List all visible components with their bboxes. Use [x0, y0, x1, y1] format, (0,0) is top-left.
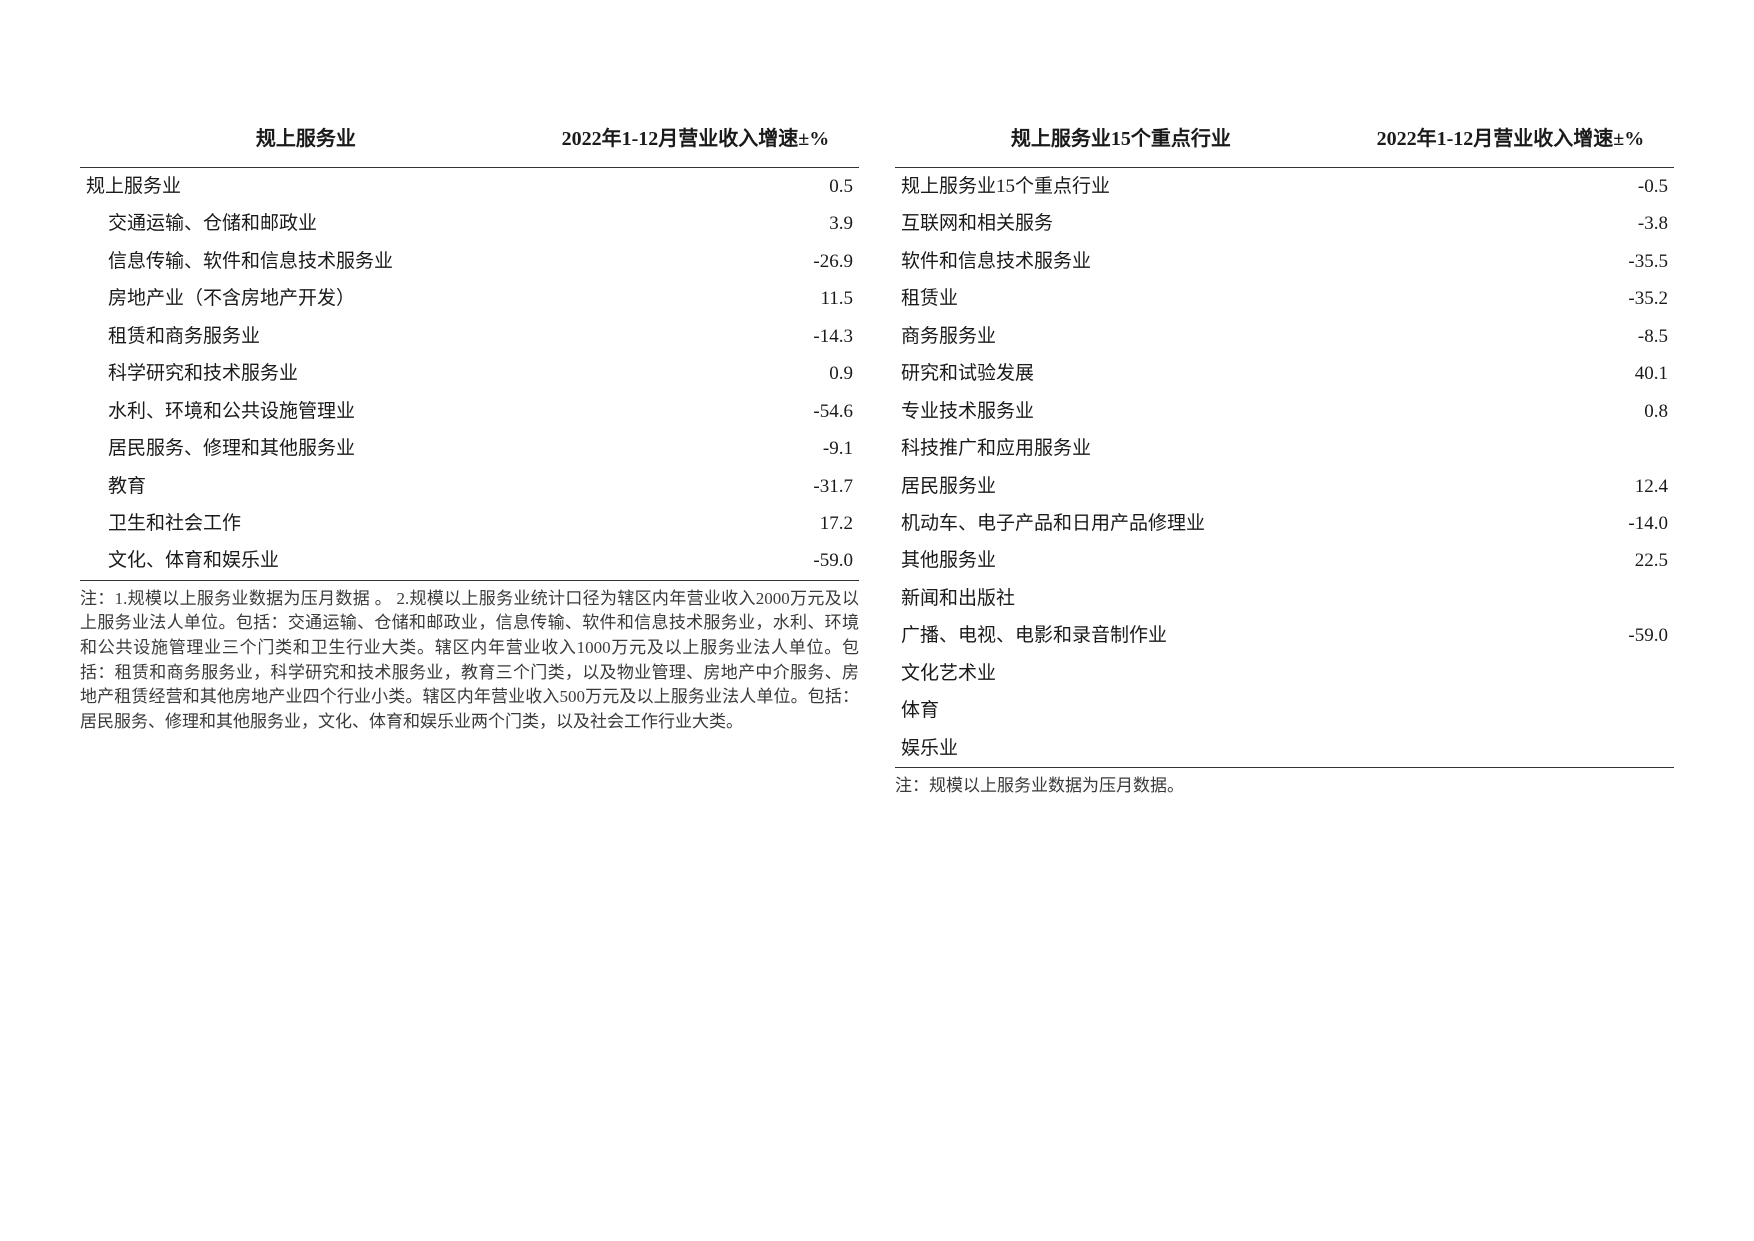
row-value: 12.4	[1347, 468, 1674, 505]
row-value: -14.3	[532, 318, 859, 355]
left-header-name: 规上服务业	[80, 120, 532, 168]
row-name: 文化艺术业	[895, 655, 1347, 692]
table-row: 租赁和商务服务业-14.3	[80, 318, 859, 355]
row-name: 娱乐业	[895, 730, 1347, 768]
table-row: 互联网和相关服务-3.8	[895, 205, 1674, 242]
row-value: 40.1	[1347, 355, 1674, 392]
row-name: 教育	[80, 468, 532, 505]
row-value	[1347, 430, 1674, 467]
table-row: 体育	[895, 692, 1674, 729]
table-row: 专业技术服务业0.8	[895, 393, 1674, 430]
table-row: 科技推广和应用服务业	[895, 430, 1674, 467]
table-row: 交通运输、仓储和邮政业3.9	[80, 205, 859, 242]
table-row: 文化艺术业	[895, 655, 1674, 692]
row-name: 信息传输、软件和信息技术服务业	[80, 243, 532, 280]
row-value: -35.2	[1347, 280, 1674, 317]
row-name: 文化、体育和娱乐业	[80, 542, 532, 580]
table-row: 卫生和社会工作17.2	[80, 505, 859, 542]
row-value	[1347, 730, 1674, 768]
row-value	[1347, 692, 1674, 729]
table-row: 教育-31.7	[80, 468, 859, 505]
row-value: -3.8	[1347, 205, 1674, 242]
row-value	[1347, 655, 1674, 692]
right-panel: 规上服务业15个重点行业 2022年1-12月营业收入增速±% 规上服务业15个…	[895, 120, 1674, 799]
row-value: 17.2	[532, 505, 859, 542]
row-name: 体育	[895, 692, 1347, 729]
table-row: 信息传输、软件和信息技术服务业-26.9	[80, 243, 859, 280]
row-value: -26.9	[532, 243, 859, 280]
row-value: -0.5	[1347, 168, 1674, 206]
row-name: 规上服务业	[80, 168, 532, 206]
row-value: 0.8	[1347, 393, 1674, 430]
table-row: 文化、体育和娱乐业-59.0	[80, 542, 859, 580]
row-name: 机动车、电子产品和日用产品修理业	[895, 505, 1347, 542]
row-name: 水利、环境和公共设施管理业	[80, 393, 532, 430]
row-value: 0.9	[532, 355, 859, 392]
left-panel: 规上服务业 2022年1-12月营业收入增速±% 规上服务业0.5 交通运输、仓…	[80, 120, 859, 799]
table-row: 居民服务业12.4	[895, 468, 1674, 505]
row-name: 其他服务业	[895, 542, 1347, 579]
row-name: 交通运输、仓储和邮政业	[80, 205, 532, 242]
table-row: 水利、环境和公共设施管理业-54.6	[80, 393, 859, 430]
left-header-value: 2022年1-12月营业收入增速±%	[532, 120, 859, 168]
row-name: 居民服务、修理和其他服务业	[80, 430, 532, 467]
row-name: 科技推广和应用服务业	[895, 430, 1347, 467]
right-header-row: 规上服务业15个重点行业 2022年1-12月营业收入增速±%	[895, 120, 1674, 168]
table-row: 研究和试验发展40.1	[895, 355, 1674, 392]
row-name: 互联网和相关服务	[895, 205, 1347, 242]
table-row: 广播、电视、电影和录音制作业-59.0	[895, 617, 1674, 654]
table-row: 软件和信息技术服务业-35.5	[895, 243, 1674, 280]
row-name: 新闻和出版社	[895, 580, 1347, 617]
row-name: 规上服务业15个重点行业	[895, 168, 1347, 206]
row-value: 0.5	[532, 168, 859, 206]
table-row: 房地产业（不含房地产开发）11.5	[80, 280, 859, 317]
row-name: 房地产业（不含房地产开发）	[80, 280, 532, 317]
row-value: -59.0	[1347, 617, 1674, 654]
row-name: 卫生和社会工作	[80, 505, 532, 542]
row-name: 广播、电视、电影和录音制作业	[895, 617, 1347, 654]
row-value: -59.0	[532, 542, 859, 580]
row-name: 居民服务业	[895, 468, 1347, 505]
table-row: 新闻和出版社	[895, 580, 1674, 617]
table-row: 租赁业-35.2	[895, 280, 1674, 317]
table-row: 居民服务、修理和其他服务业-9.1	[80, 430, 859, 467]
row-value: 22.5	[1347, 542, 1674, 579]
table-row: 商务服务业-8.5	[895, 318, 1674, 355]
row-value: 3.9	[532, 205, 859, 242]
table-row: 科学研究和技术服务业0.9	[80, 355, 859, 392]
row-name: 租赁业	[895, 280, 1347, 317]
table-row: 娱乐业	[895, 730, 1674, 768]
right-header-name: 规上服务业15个重点行业	[895, 120, 1347, 168]
left-table: 规上服务业 2022年1-12月营业收入增速±% 规上服务业0.5 交通运输、仓…	[80, 120, 859, 581]
row-name: 软件和信息技术服务业	[895, 243, 1347, 280]
row-value: -14.0	[1347, 505, 1674, 542]
row-value: -35.5	[1347, 243, 1674, 280]
row-name: 租赁和商务服务业	[80, 318, 532, 355]
table-row: 规上服务业0.5	[80, 168, 859, 206]
row-value: 11.5	[532, 280, 859, 317]
left-tbody: 规上服务业0.5 交通运输、仓储和邮政业3.9 信息传输、软件和信息技术服务业-…	[80, 168, 859, 581]
row-value	[1347, 580, 1674, 617]
page: 规上服务业 2022年1-12月营业收入增速±% 规上服务业0.5 交通运输、仓…	[0, 0, 1754, 799]
table-row: 其他服务业22.5	[895, 542, 1674, 579]
left-header-row: 规上服务业 2022年1-12月营业收入增速±%	[80, 120, 859, 168]
right-footnote: 注：规模以上服务业数据为压月数据。	[895, 774, 1674, 799]
row-name: 专业技术服务业	[895, 393, 1347, 430]
left-footnote: 注：1.规模以上服务业数据为压月数据 。 2.规模以上服务业统计口径为辖区内年营…	[80, 587, 859, 735]
row-name: 商务服务业	[895, 318, 1347, 355]
row-value: -9.1	[532, 430, 859, 467]
row-value: -8.5	[1347, 318, 1674, 355]
right-header-value: 2022年1-12月营业收入增速±%	[1347, 120, 1674, 168]
row-value: -31.7	[532, 468, 859, 505]
row-value: -54.6	[532, 393, 859, 430]
table-row: 机动车、电子产品和日用产品修理业-14.0	[895, 505, 1674, 542]
table-row: 规上服务业15个重点行业-0.5	[895, 168, 1674, 206]
right-table: 规上服务业15个重点行业 2022年1-12月营业收入增速±% 规上服务业15个…	[895, 120, 1674, 768]
row-name: 研究和试验发展	[895, 355, 1347, 392]
row-name: 科学研究和技术服务业	[80, 355, 532, 392]
right-tbody: 规上服务业15个重点行业-0.5 互联网和相关服务-3.8 软件和信息技术服务业…	[895, 168, 1674, 768]
